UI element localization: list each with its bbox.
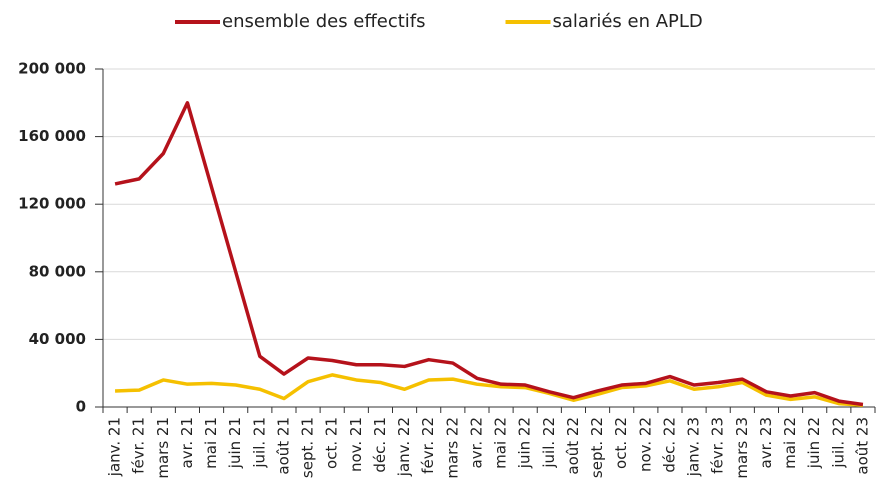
x-tick-label: déc. 22: [660, 417, 678, 473]
x-tick-label: janv. 21: [106, 417, 124, 477]
y-tick-label: 120 000: [18, 195, 86, 213]
x-tick-label: mai 21: [202, 417, 220, 469]
x-tick-label: avr. 21: [178, 417, 196, 468]
x-tick-label: mai 22: [781, 417, 799, 469]
x-tick-label: août 23: [853, 417, 871, 475]
x-tick-label: juin 21: [226, 417, 244, 469]
x-tick-label: févr. 22: [419, 417, 437, 474]
x-tick-label: sept. 22: [588, 417, 606, 478]
x-tick-label: mars 21: [154, 417, 172, 479]
x-tick-label: avr. 22: [467, 417, 485, 468]
y-tick-label: 200 000: [18, 60, 86, 78]
x-tick-label: juil. 21: [250, 417, 268, 469]
x-tick-label: mai 22: [492, 417, 510, 469]
legend-label: ensemble des effectifs: [222, 11, 426, 32]
x-tick-label: mars 22: [443, 417, 461, 479]
x-tick-label: nov. 21: [347, 417, 365, 472]
x-tick-label: juin 22: [805, 417, 823, 469]
y-tick-label: 160 000: [18, 127, 86, 145]
x-tick-label: févr. 23: [709, 417, 727, 474]
y-tick-label: 80 000: [29, 262, 86, 280]
line-series: [115, 373, 864, 408]
x-tick-label: sept. 21: [299, 417, 317, 478]
x-tick-label: juil. 22: [829, 417, 847, 469]
line-series: [114, 101, 864, 407]
x-tick-label: juil. 22: [540, 417, 558, 469]
x-tick-label: nov. 22: [636, 417, 654, 472]
x-tick-label: avr. 23: [757, 417, 775, 468]
x-tick-label: janv. 22: [395, 417, 413, 477]
y-tick-label: 0: [76, 398, 86, 416]
x-tick-label: août 21: [274, 417, 292, 475]
x-tick-label: oct. 22: [612, 417, 630, 469]
x-tick-label: janv. 23: [685, 417, 703, 477]
x-tick-label: août 22: [564, 417, 582, 475]
x-tick-label: oct. 21: [323, 417, 341, 469]
x-tick-label: juin 22: [516, 417, 534, 469]
x-tick-label: déc. 21: [371, 417, 389, 473]
x-tick-label: mars 23: [733, 417, 751, 479]
x-tick-label: févr. 21: [130, 417, 148, 474]
y-tick-label: 40 000: [29, 330, 86, 348]
legend-label: salariés en APLD: [553, 11, 703, 32]
